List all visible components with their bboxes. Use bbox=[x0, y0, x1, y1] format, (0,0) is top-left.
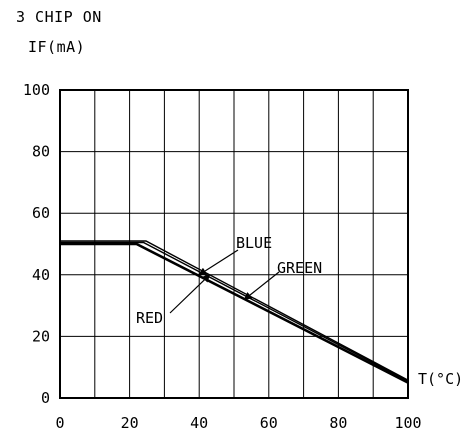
y-tick-label: 80 bbox=[32, 143, 50, 161]
x-axis-label: T(°C) bbox=[418, 370, 463, 388]
y-tick-label: 0 bbox=[41, 389, 50, 407]
annotation-label-blue: BLUE bbox=[236, 234, 272, 252]
annotation-arrow-blue bbox=[198, 249, 239, 276]
x-tick-label: 20 bbox=[121, 414, 139, 432]
y-tick-label: 60 bbox=[32, 204, 50, 222]
annotation-layer: BLUE GREEN RED bbox=[136, 234, 322, 327]
y-axis-label: IF(mA) bbox=[28, 38, 86, 56]
x-tick-label: 40 bbox=[190, 414, 208, 432]
annotation-arrow-red bbox=[169, 274, 211, 314]
tick-layer: 0 20 40 60 80 100 0 20 40 60 80 100 bbox=[23, 81, 422, 432]
series-line-blue bbox=[59, 240, 408, 381]
series-line-green bbox=[60, 241, 409, 382]
x-tick-label: 80 bbox=[329, 414, 347, 432]
x-tick-label: 60 bbox=[260, 414, 278, 432]
x-tick-label: 100 bbox=[394, 414, 421, 432]
series-line-red bbox=[60, 242, 409, 384]
y-tick-label: 100 bbox=[23, 81, 50, 99]
y-tick-label: 20 bbox=[32, 327, 50, 345]
x-tick-label: 0 bbox=[55, 414, 64, 432]
series-layer bbox=[59, 240, 409, 384]
chart-title: 3 CHIP ON bbox=[16, 8, 102, 26]
annotation-arrow-green bbox=[243, 271, 280, 301]
y-tick-label: 40 bbox=[32, 266, 50, 284]
annotation-label-green: GREEN bbox=[277, 259, 322, 277]
annotation-label-red: RED bbox=[136, 309, 163, 327]
